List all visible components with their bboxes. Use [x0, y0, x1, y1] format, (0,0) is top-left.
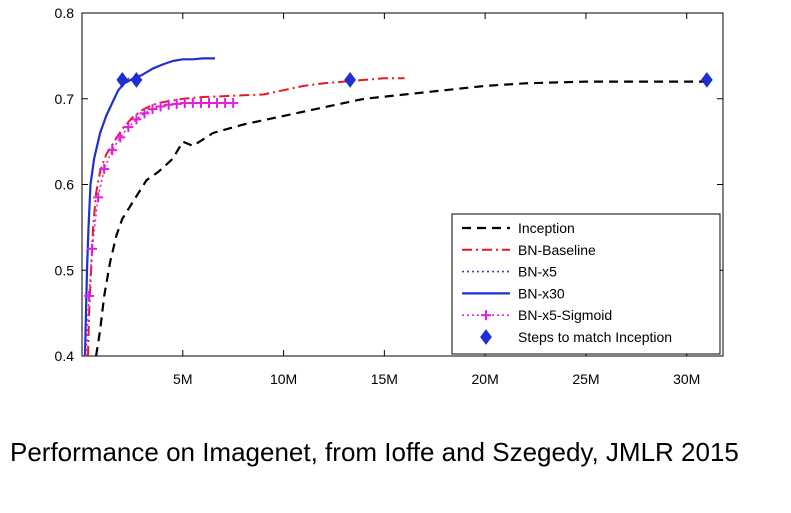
data-point-plus — [147, 104, 158, 115]
data-point-plus — [131, 114, 142, 125]
x-tick-label: 5M — [173, 371, 192, 387]
series-line — [83, 57, 215, 356]
match-markers — [116, 72, 713, 88]
legend-label: BN-x5-Sigmoid — [518, 307, 612, 323]
data-point-plus — [139, 108, 150, 119]
legend-plus-marker — [481, 310, 491, 321]
legend-label: Inception — [518, 220, 575, 236]
data-point-plus — [93, 192, 104, 203]
x-tick-label: 30M — [673, 371, 700, 387]
series-line — [95, 80, 707, 356]
x-tick-label: 20M — [472, 371, 499, 387]
match-inception-diamond — [116, 72, 129, 88]
legend-label: BN-x5 — [518, 264, 557, 280]
y-tick-label: 0.8 — [55, 5, 75, 21]
data-point-plus — [123, 122, 134, 133]
data-point-plus — [107, 145, 118, 156]
series-line — [87, 77, 405, 356]
legend-item: BN-x30 — [462, 285, 565, 301]
match-inception-diamond — [344, 72, 356, 88]
legend-item: Inception — [462, 220, 575, 236]
legend-diamond-marker — [480, 329, 492, 345]
legend-item: Steps to match Inception — [480, 329, 672, 345]
match-inception-diamond — [700, 72, 713, 88]
x-tick-label: 10M — [270, 371, 297, 387]
series-bn-x30 — [83, 57, 215, 356]
series-line — [85, 102, 234, 356]
series-bn-baseline — [87, 77, 405, 356]
data-point-plus — [99, 164, 110, 175]
y-tick-label: 0.4 — [55, 348, 75, 364]
y-axis: 0.4 0.5 0.6 0.7 0.8 — [55, 5, 723, 364]
series-bn-x5-sigmoid — [84, 98, 239, 356]
y-tick-label: 0.6 — [55, 177, 75, 193]
data-point-plus — [228, 98, 239, 109]
performance-chart: 5M 10M 15M 20M 25M 30M 0.4 0.5 0.6 0.7 0.8 Incept… — [55, 5, 724, 387]
x-tick-label: 15M — [371, 371, 398, 387]
y-tick-label: 0.7 — [55, 91, 75, 107]
figure-caption: Performance on Imagenet, from Ioffe and … — [10, 437, 739, 467]
series-inception — [95, 80, 707, 356]
chart-container: 5M 10M 15M 20M 25M 30M 0.4 0.5 0.6 0.7 0.8 Incept… — [55, 5, 724, 387]
y-tick-label: 0.5 — [55, 262, 75, 278]
legend-label: BN-Baseline — [518, 242, 596, 258]
x-axis: 5M 10M 15M 20M 25M 30M — [173, 13, 700, 387]
legend-item: BN-x5-Sigmoid — [462, 307, 612, 323]
data-point-plus — [84, 290, 95, 301]
legend-box — [451, 213, 721, 355]
legend-label: BN-x30 — [518, 285, 565, 301]
data-point-plus — [87, 243, 98, 254]
legend: Inception BN-Baseline BN-x5 BN-x30 BN-x5-Sig… — [451, 213, 721, 355]
data-point-plus — [155, 101, 166, 112]
series-layer — [83, 57, 707, 356]
legend-item: BN-Baseline — [462, 242, 596, 258]
legend-label: Steps to match Inception — [518, 329, 672, 345]
match-inception-diamond — [130, 72, 143, 88]
data-point-plus — [115, 132, 126, 143]
x-tick-label: 25M — [572, 371, 599, 387]
legend-item: BN-x5 — [462, 264, 557, 280]
